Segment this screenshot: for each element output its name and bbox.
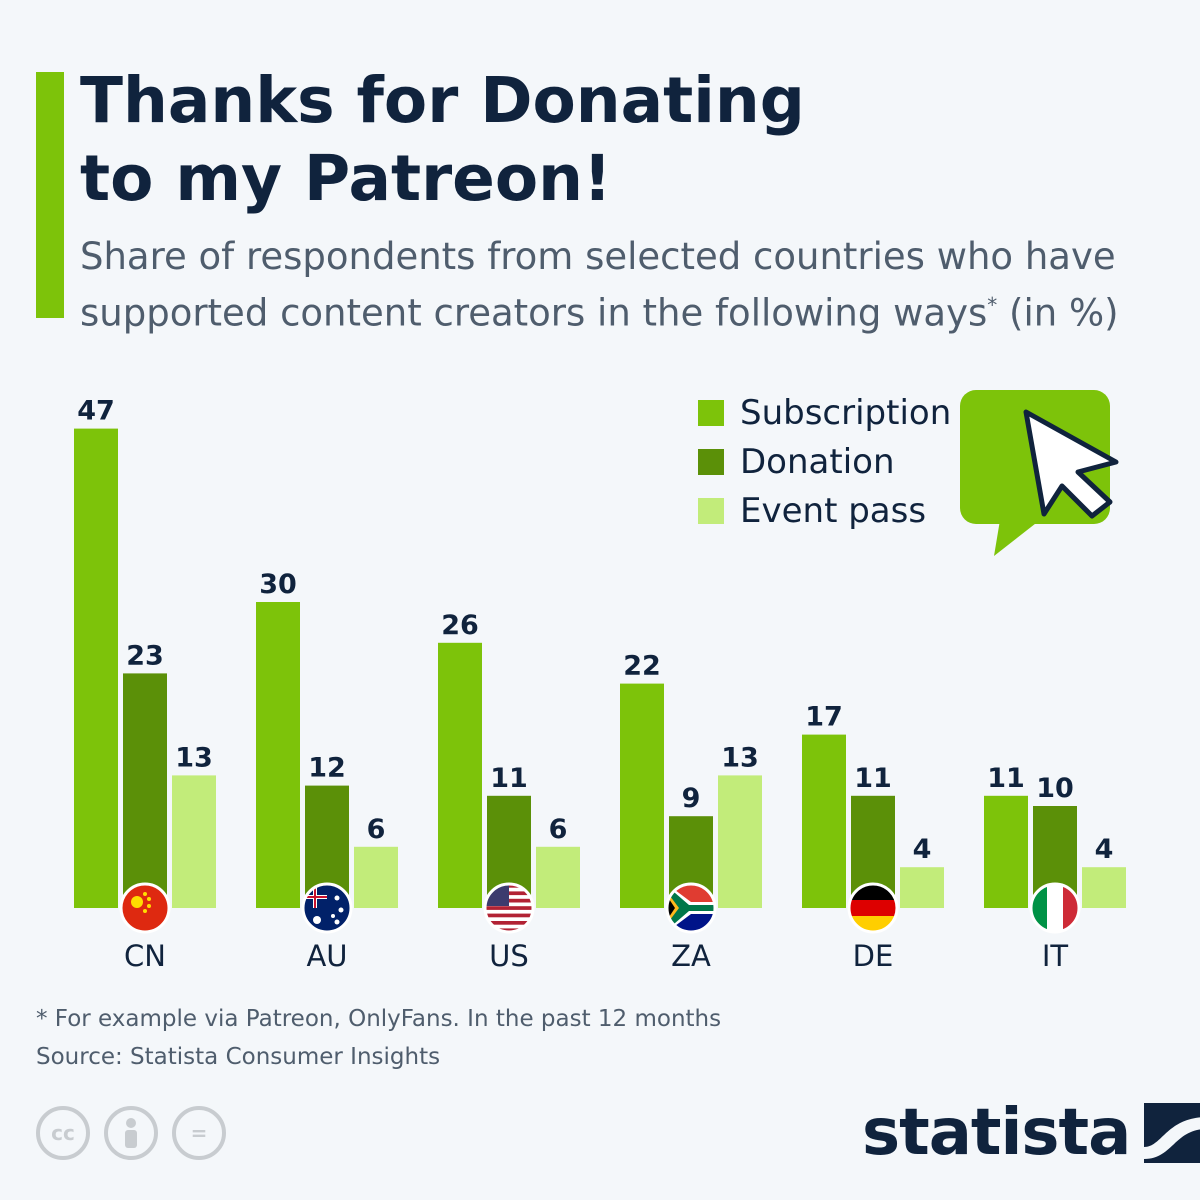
data-label-de-donation: 11 [854, 763, 892, 794]
data-label-za-donation: 9 [682, 783, 701, 814]
subtitle-main: Share of respondents from selected count… [80, 235, 1116, 335]
usa-flag-icon [483, 882, 535, 934]
chat-bubble-cursor-icon [960, 390, 1119, 556]
footnote: * For example via Patreon, OnlyFans. In … [36, 1006, 722, 1032]
australia-flag-icon [301, 882, 353, 934]
bar-cn-subscription [74, 428, 118, 908]
data-label-de-event-pass: 4 [913, 834, 932, 865]
attribution-person-icon[interactable] [104, 1106, 158, 1160]
bar-it-event-pass [1082, 867, 1126, 908]
legend-item-donation: Donation [698, 437, 951, 486]
legend-item-event-pass: Event pass [698, 486, 951, 535]
data-label-it-donation: 10 [1036, 773, 1074, 804]
statista-brand[interactable]: statista [862, 1096, 1200, 1170]
page-title: Thanks for Donating to my Patreon! [80, 62, 980, 218]
data-label-au-event-pass: 6 [367, 814, 386, 845]
data-label-cn-subscription: 47 [77, 396, 115, 427]
china-flag-icon [119, 882, 171, 934]
subtitle-unit: (in %) [997, 291, 1119, 335]
bar-de-event-pass [900, 867, 944, 908]
data-label-cn-donation: 23 [126, 640, 164, 671]
title-line-2: to my Patreon! [80, 142, 612, 215]
bar-us-event-pass [536, 846, 580, 908]
license-icons: cc = [36, 1106, 226, 1160]
bar-au-subscription [256, 602, 300, 908]
footnote-block: * For example via Patreon, OnlyFans. In … [36, 1000, 721, 1076]
bar-za-subscription [620, 683, 664, 908]
legend-swatch-subscription [698, 399, 724, 426]
data-label-it-subscription: 11 [987, 763, 1025, 794]
italy-flag-icon [1029, 882, 1081, 934]
bar-cn-event-pass [172, 775, 216, 908]
category-label-cn: CN [124, 939, 166, 973]
legend-label-subscription: Subscription [740, 392, 952, 433]
category-label-us: US [489, 939, 529, 973]
data-label-us-event-pass: 6 [549, 814, 568, 845]
category-label-it: IT [1042, 939, 1069, 973]
subtitle: Share of respondents from selected count… [80, 232, 1160, 337]
legend-swatch-donation [698, 448, 724, 475]
data-label-za-event-pass: 13 [721, 742, 759, 773]
bar-de-subscription [802, 734, 846, 908]
data-label-us-donation: 11 [490, 763, 528, 794]
subtitle-asterisk: * [987, 293, 998, 317]
bar-us-subscription [438, 642, 482, 908]
bar-au-event-pass [354, 846, 398, 908]
category-label-za: ZA [671, 939, 711, 973]
data-label-it-event-pass: 4 [1095, 834, 1114, 865]
data-label-au-subscription: 30 [259, 569, 297, 600]
bar-cn-donation [123, 673, 167, 908]
no-derivatives-icon[interactable]: = [172, 1106, 226, 1160]
statista-logo-text: statista [862, 1096, 1131, 1170]
creative-commons-icon[interactable]: cc [36, 1106, 90, 1160]
legend-swatch-event-pass [698, 497, 724, 524]
data-label-us-subscription: 26 [441, 610, 479, 641]
source-note: Source: Statista Consumer Insights [36, 1044, 441, 1070]
data-label-de-subscription: 17 [805, 702, 843, 733]
legend-item-subscription: Subscription [698, 388, 951, 437]
chart-legend: Subscription Donation Event pass [698, 388, 951, 535]
data-label-cn-event-pass: 13 [175, 742, 213, 773]
legend-label-donation: Donation [740, 441, 895, 482]
bar-chart: 47 23 13 CN 30 12 6 AU 26 11 6 US 22 9 13 ZA 17 11 4 DE 11 10… [74, 396, 1126, 973]
data-label-za-subscription: 22 [623, 651, 661, 682]
data-label-au-donation: 12 [308, 753, 346, 784]
category-label-de: DE [853, 939, 894, 973]
title-accent-bar [36, 72, 64, 318]
category-label-au: AU [306, 939, 347, 973]
title-line-1: Thanks for Donating [80, 64, 805, 137]
legend-label-event-pass: Event pass [740, 490, 927, 531]
bar-it-subscription [984, 795, 1028, 908]
statista-logo-icon [1144, 1103, 1200, 1163]
germany-flag-icon [847, 882, 899, 934]
bar-za-event-pass [718, 775, 762, 908]
south-africa-flag-icon [665, 882, 717, 934]
